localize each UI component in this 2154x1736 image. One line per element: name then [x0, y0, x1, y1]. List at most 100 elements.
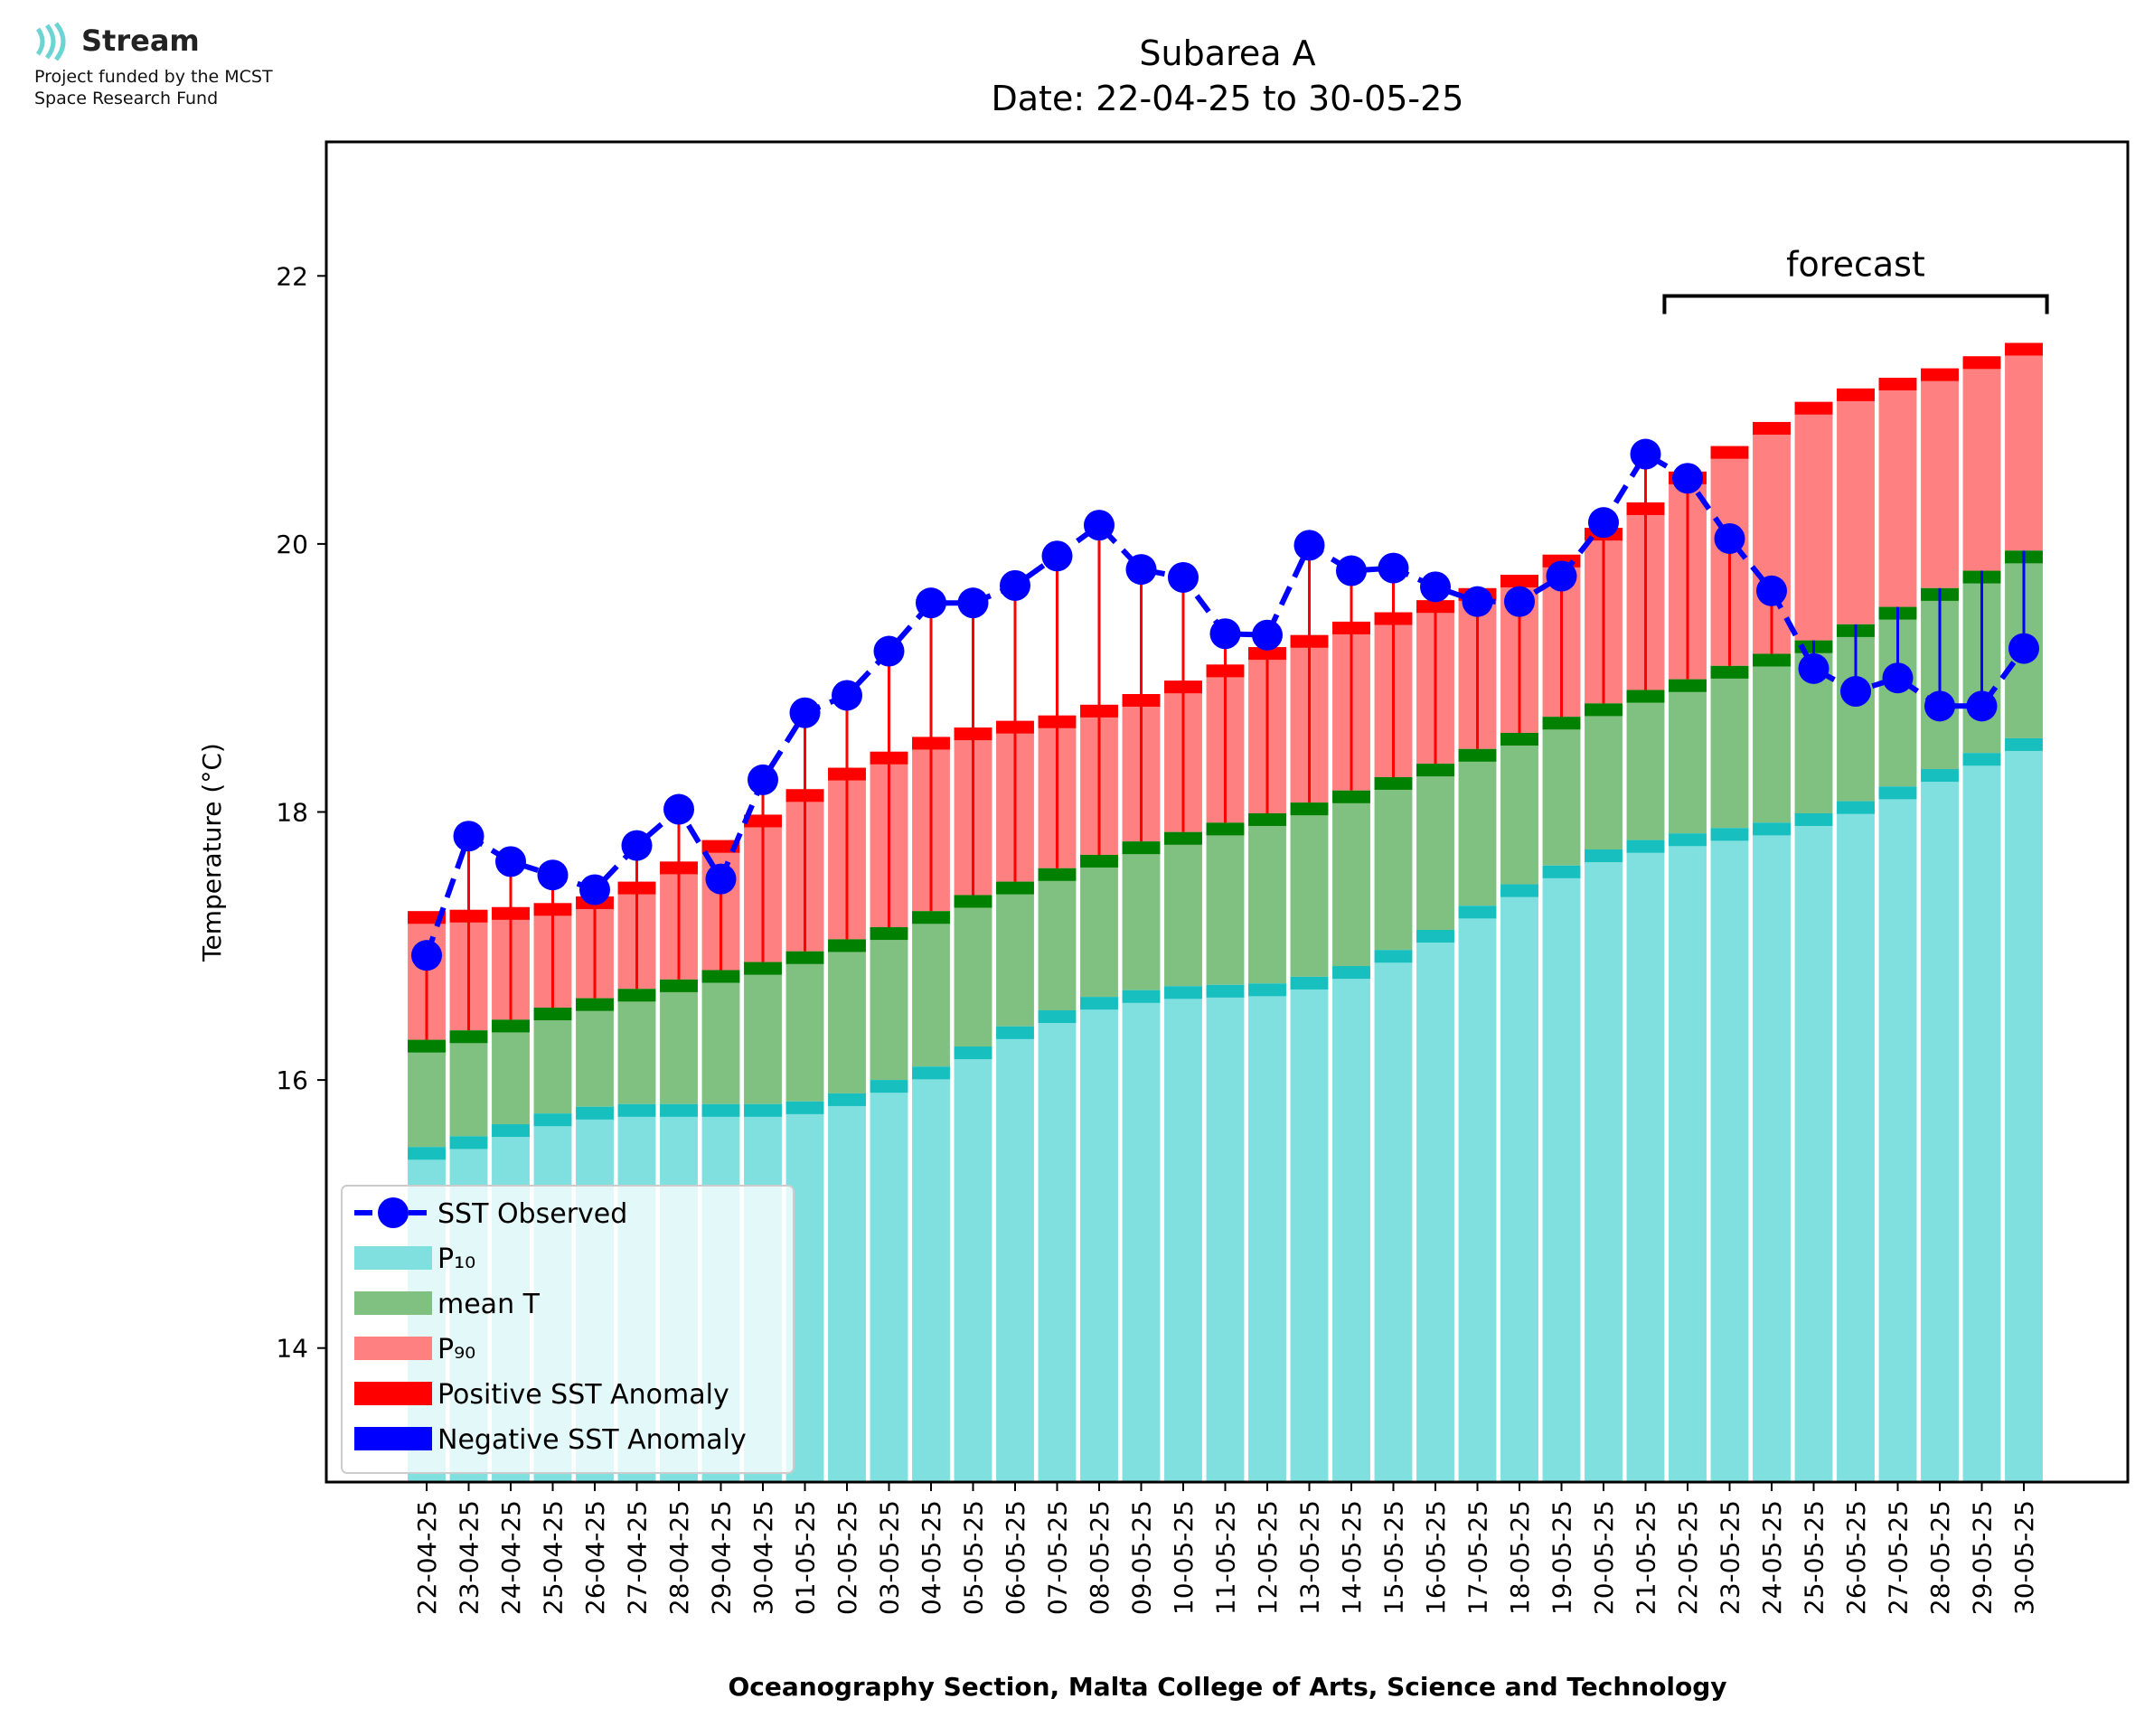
p90-cap [1837, 388, 1875, 401]
p10-bar [1458, 906, 1497, 1482]
x-tick-label: 08-05-25 [1085, 1500, 1115, 1615]
p90-cap [1962, 356, 2001, 370]
sst-observed-point [873, 635, 905, 667]
mean-cap [954, 895, 992, 908]
sst-observed-point [1252, 619, 1283, 651]
mean-bar [1122, 841, 1161, 990]
x-tick-label: 13-05-25 [1295, 1500, 1325, 1615]
x-tick-label: 20-05-25 [1589, 1500, 1619, 1615]
mean-bar [1585, 703, 1623, 850]
p90-cap [1921, 368, 1959, 381]
y-tick-label: 14 [276, 1334, 308, 1364]
mean-cap [408, 1039, 446, 1053]
p10-cap [1332, 966, 1370, 980]
x-tick-label: 05-05-25 [959, 1500, 989, 1615]
p10-cap [1753, 822, 1791, 836]
sst-observed-point [1756, 575, 1787, 606]
x-tick-label: 29-04-25 [707, 1500, 737, 1615]
p10-bar [870, 1080, 908, 1482]
mean-bar [1164, 831, 1202, 987]
mean-cap [1585, 703, 1623, 717]
sst-observed-point [495, 846, 526, 877]
p10-bar [1122, 990, 1161, 1482]
legend-swatch [354, 1337, 432, 1360]
mean-cap [492, 1019, 530, 1033]
mean-bar [1753, 653, 1791, 823]
sst-observed-point [537, 859, 569, 891]
p10-bar [1332, 966, 1370, 1482]
mean-cap [785, 951, 824, 964]
p10-bar [1753, 822, 1791, 1482]
p10-cap [1794, 812, 1833, 826]
x-tick-label: 28-05-25 [1925, 1500, 1955, 1615]
x-tick-label: 26-05-25 [1841, 1500, 1871, 1615]
p10-cap [660, 1103, 698, 1117]
p10-cap [1038, 1009, 1077, 1023]
mean-bar [1038, 868, 1077, 1010]
p10-bar [1878, 786, 1917, 1482]
sst-observed-point [1420, 571, 1451, 603]
p90-cap [2005, 343, 2043, 356]
p10-cap [1206, 984, 1245, 998]
p10-cap [1878, 786, 1917, 800]
p10-bar [1038, 1009, 1077, 1482]
chart-subtitle: Date: 22-04-25 to 30-05-25 [992, 79, 1464, 118]
mean-cap [1626, 690, 1665, 703]
x-tick-label: 24-05-25 [1757, 1500, 1787, 1615]
mean-bar [701, 970, 740, 1104]
p10-bar [1374, 950, 1413, 1482]
p10-cap [1837, 801, 1875, 814]
p10-cap [785, 1101, 824, 1114]
p90-cap [1753, 421, 1791, 435]
p10-bar [1626, 840, 1665, 1482]
legend-item-p10: P₁₀ [437, 1243, 475, 1275]
sst-observed-point [453, 821, 484, 852]
legend-item-mean: mean T [437, 1289, 541, 1320]
x-tick-label: 23-05-25 [1716, 1500, 1745, 1615]
mean-bar [1458, 748, 1497, 906]
mean-cap [617, 989, 656, 1002]
mean-bar [996, 881, 1034, 1027]
mean-cap [576, 998, 614, 1011]
sst-observed-point [957, 587, 989, 619]
mean-bar [1374, 776, 1413, 951]
p90-bar [2005, 343, 2043, 551]
p10-cap [1164, 986, 1202, 999]
p10-cap [1122, 990, 1161, 1003]
x-tick-label: 25-05-25 [1800, 1500, 1829, 1615]
x-tick-label: 25-04-25 [539, 1500, 569, 1615]
sst-observed-point [916, 587, 946, 619]
sst-observed-point [1798, 652, 1829, 684]
mean-cap [533, 1008, 572, 1021]
x-tick-label: 06-05-25 [1001, 1500, 1030, 1615]
mean-cap [1206, 822, 1245, 836]
forecast-bracket [1662, 294, 2049, 314]
sst-observed-point [1714, 522, 1745, 554]
p10-cap [1921, 769, 1959, 783]
mean-cap [828, 939, 866, 952]
p90-cap [1500, 575, 1538, 588]
p10-bar [1080, 997, 1118, 1482]
p10-bar [828, 1093, 866, 1482]
mean-cap [1500, 733, 1538, 746]
sst-observed-point [1000, 569, 1030, 601]
legend-item-positive-anomaly: Positive SST Anomaly [437, 1379, 729, 1411]
mean-bar [492, 1019, 530, 1125]
p10-bar [1500, 884, 1538, 1482]
sst-observed-point [1882, 662, 1914, 694]
logo-name: Stream [81, 23, 200, 58]
x-tick-label: 07-05-25 [1043, 1500, 1073, 1615]
p10-cap [744, 1103, 782, 1117]
sst-observed-point [1168, 561, 1199, 593]
mean-bar [1206, 822, 1245, 985]
p10-bar [1710, 828, 1749, 1482]
mean-cap [744, 962, 782, 975]
p90-bar [1921, 368, 1959, 588]
sst-observed-point [1378, 552, 1409, 584]
mean-cap [1332, 790, 1370, 803]
mean-bar [576, 998, 614, 1107]
p10-cap [1290, 976, 1329, 990]
p90-bar [1962, 356, 2001, 571]
sst-observed-point [1462, 586, 1493, 617]
